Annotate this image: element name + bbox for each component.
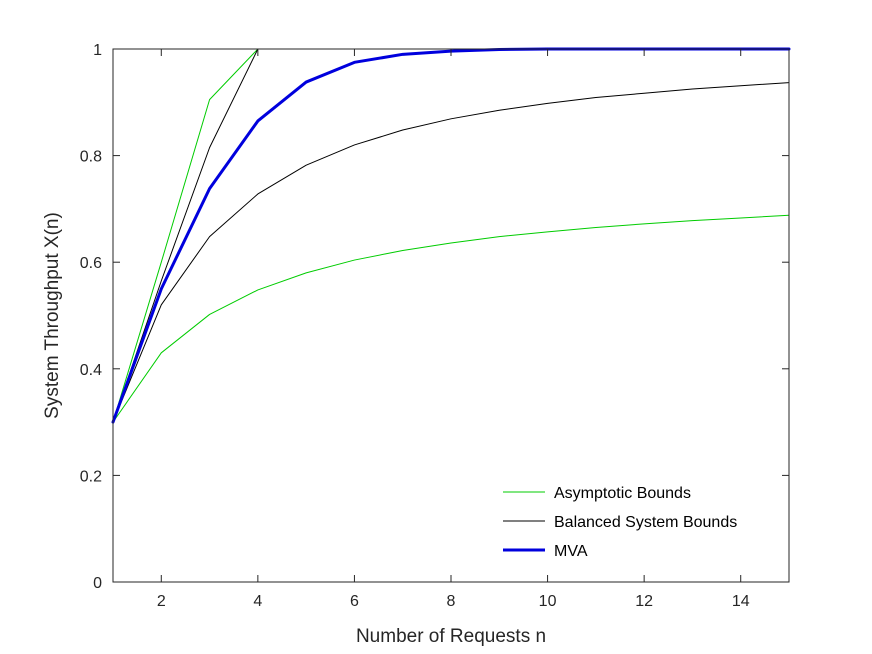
ticks-layer: 2 4 6 8 10 12 14 0 0.2 0.4 0.6 0.8 1: [80, 42, 789, 610]
x-tick-label-4: 10: [539, 593, 557, 610]
series-line-1: [112, 214, 790, 423]
x-tick-label-1: 4: [253, 593, 262, 610]
x-tick-label-0: 2: [157, 593, 166, 610]
y-tick-label-5: 1: [93, 42, 102, 59]
x-tick-label-5: 12: [635, 593, 653, 610]
y-tick-label-3: 0.6: [80, 255, 102, 272]
y-tick-label-2: 0.4: [80, 362, 102, 379]
x-tick-label-3: 8: [447, 593, 456, 610]
x-axis-label: Number of Requests n: [356, 626, 546, 647]
legend-label-0: Asymptotic Bounds: [554, 485, 691, 502]
plot-area-frame: [112, 48, 790, 583]
series-line-0: [112, 48, 790, 423]
y-axis-label: System Throughput X(n): [42, 212, 63, 419]
x-tick-label-2: 6: [350, 593, 359, 610]
legend-label-2: MVA: [554, 543, 588, 560]
y-tick-label-1: 0.2: [80, 468, 102, 485]
series-line-2: [112, 82, 790, 423]
y-tick-label-4: 0.8: [80, 149, 102, 166]
x-tick-label-6: 14: [732, 593, 750, 610]
legend: Asymptotic Bounds Balanced System Bounds M…: [503, 485, 737, 560]
y-tick-label-0: 0: [93, 575, 102, 592]
legend-label-1: Balanced System Bounds: [554, 514, 737, 531]
series-line-4: [111, 47, 791, 424]
series-layer: [111, 47, 791, 424]
series-line-3: [112, 48, 790, 423]
